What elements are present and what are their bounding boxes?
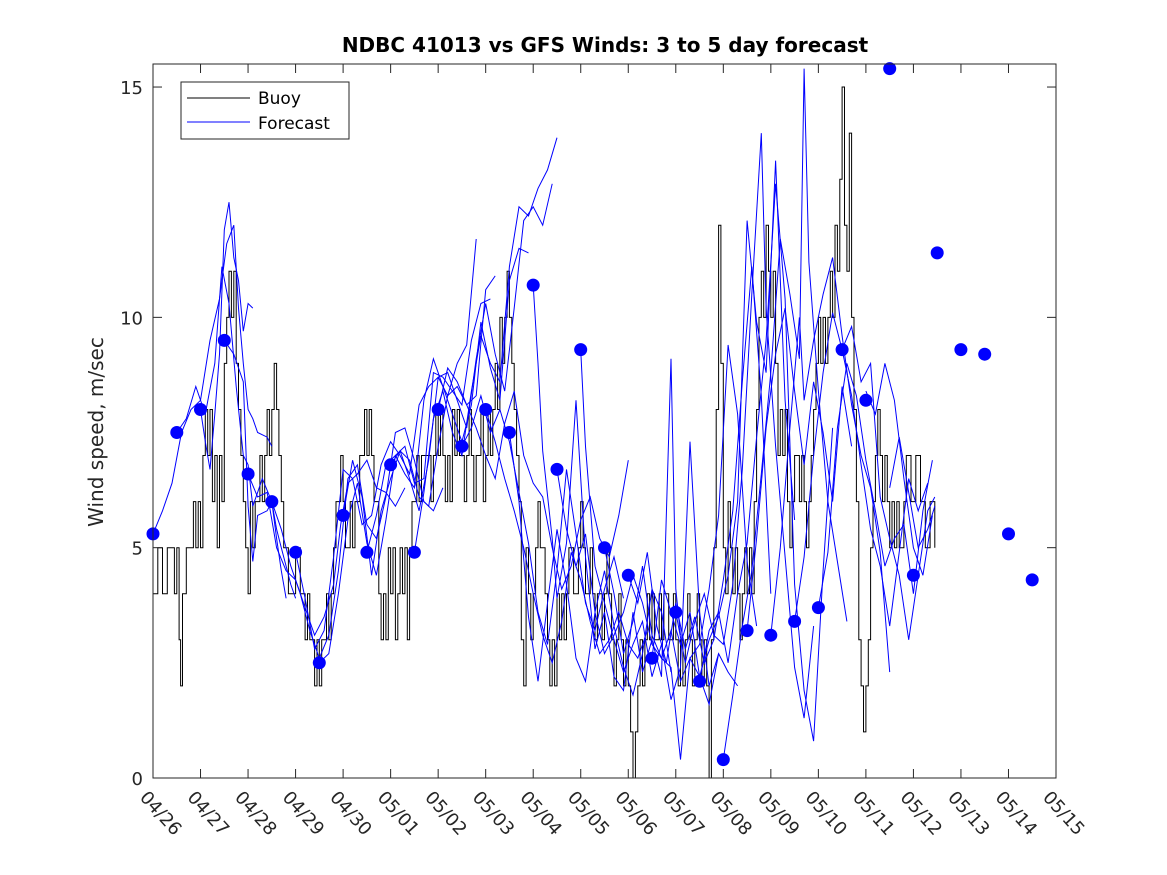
forecast-run-line [461,393,624,645]
forecast-run-line [437,366,629,591]
forecast-marker [859,393,873,407]
chart-title: NDBC 41013 vs GFS Winds: 3 to 5 day fore… [342,33,869,57]
forecast-run-line [722,68,848,760]
forecast-run-line [247,459,406,637]
forecast-marker [241,467,255,481]
forecast-run-line [271,427,444,660]
forecast-run-line [889,437,936,550]
y-tick-label: 10 [120,308,143,329]
forecast-run-line [223,340,287,599]
forecast-marker [217,333,231,347]
forecast-run-line [176,266,297,599]
forecast-marker [360,545,374,559]
forecast-marker [788,614,802,628]
forecast-run-line [770,257,891,673]
forecast-marker [265,495,279,509]
forecast-marker [954,343,968,357]
forecast-marker [811,601,825,615]
legend-label-buoy: Buoy [258,89,301,109]
forecast-run-line [295,238,477,651]
forecast-marker [407,545,421,559]
forecast-run-line [152,225,273,535]
y-tick-label: 15 [120,78,143,99]
forecast-run-line [794,312,929,627]
forecast-run-line [675,133,815,719]
plot-area [153,64,1056,778]
forecast-marker [1002,527,1015,541]
y-tick-label: 0 [132,769,143,790]
legend-box [180,81,350,140]
forecast-run-line [841,324,936,640]
forecast-run-line [556,469,720,760]
forecast-marker [170,426,184,439]
forecast-run-line [604,344,758,684]
y-axis-label: Wind speed, m/sec [84,337,108,527]
forecast-marker [693,674,707,688]
legend-label-forecast: Forecast [258,114,330,134]
forecast-marker [526,278,540,292]
forecast-run-line [699,183,834,742]
forecast-run-line [508,432,672,697]
forecast-marker [455,439,469,453]
forecast-marker [431,403,445,416]
forecast-series [152,68,936,760]
forecast-marker [978,347,992,361]
forecast-marker [906,568,920,582]
forecast-marker [1025,573,1039,587]
forecast-run-line [627,266,772,665]
forecast-marker [764,628,778,642]
forecast-marker [574,343,588,357]
forecast-marker [621,568,635,582]
y-tick-label: 5 [132,539,143,560]
forecast-marker [502,426,516,439]
forecast-marker [384,458,398,472]
forecast-marker [550,462,564,476]
forecast-run-line [746,307,853,631]
forecast-marker [598,541,611,555]
y-axis: 0 5 10 15 [120,78,1056,790]
forecast-run-line [318,298,491,664]
forecast-marker [835,343,849,357]
forecast-marker [336,508,350,522]
forecast-marker [669,605,683,619]
forecast-marker [930,246,944,260]
forecast-marker [479,403,493,416]
forecast-marker [716,753,730,767]
forecast-marker [289,545,303,559]
forecast-marker [645,651,659,665]
axes-frame [152,63,1057,779]
buoy-line [153,86,936,779]
forecast-marker [194,403,207,416]
buoy-series [153,86,936,779]
forecast-marker [312,656,326,670]
forecast-markers [146,62,1039,767]
forecast-run-line [817,363,933,608]
legend: Buoy Forecast [180,81,350,140]
forecast-run-line [532,285,681,692]
forecast-run-line [200,202,254,470]
forecast-marker [740,624,754,638]
forecast-marker [883,62,897,76]
